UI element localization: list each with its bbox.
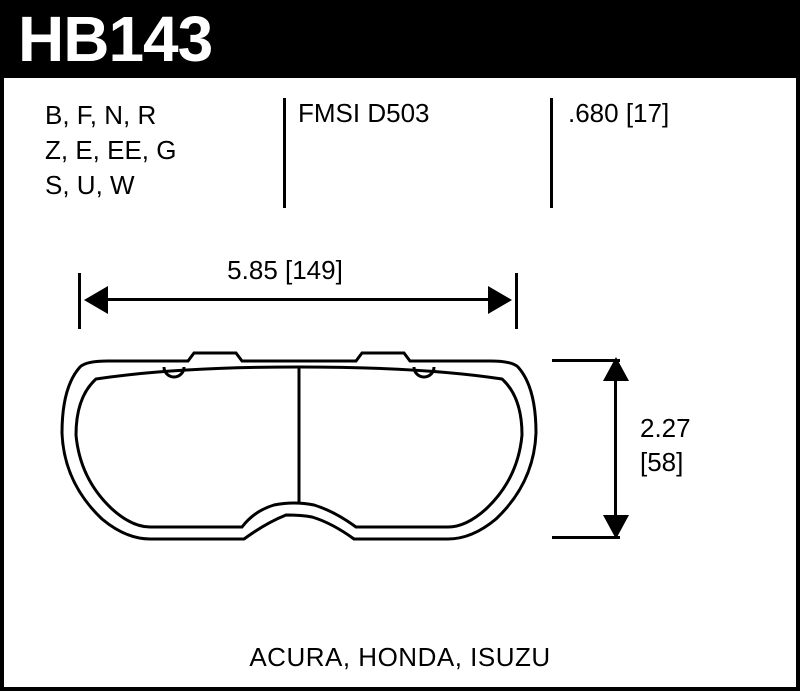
height-dimension-inches: 2.27 xyxy=(640,413,691,444)
codes-line-2: Z, E, EE, G xyxy=(45,133,280,168)
codes-line-1: B, F, N, R xyxy=(45,98,280,133)
width-extension-line-right xyxy=(515,273,518,329)
thickness-value: .680 [17] xyxy=(550,98,800,203)
codes-line-3: S, U, W xyxy=(45,168,280,203)
height-arrow-line xyxy=(614,377,617,519)
width-arrow-line xyxy=(104,298,492,301)
applications-label: ACURA, HONDA, ISUZU xyxy=(0,642,800,673)
compound-codes: B, F, N, R Z, E, EE, G S, U, W xyxy=(0,98,280,203)
part-number: HB143 xyxy=(18,2,212,76)
diagram-area: 5.85 [149] 2.27 [58] xyxy=(0,255,800,625)
arrow-right-icon xyxy=(488,286,512,314)
info-row: B, F, N, R Z, E, EE, G S, U, W FMSI D503… xyxy=(0,98,800,203)
column-divider-2 xyxy=(550,98,553,208)
column-divider-1 xyxy=(283,98,286,208)
arrow-down-icon xyxy=(603,515,629,539)
height-dimension-mm: [58] xyxy=(640,447,683,478)
fmsi-code: FMSI D503 xyxy=(280,98,550,203)
header-bar: HB143 xyxy=(0,0,800,78)
width-dimension-label: 5.85 [149] xyxy=(0,255,570,286)
width-extension-line-left xyxy=(78,273,81,329)
brake-pad-outline xyxy=(56,343,542,543)
